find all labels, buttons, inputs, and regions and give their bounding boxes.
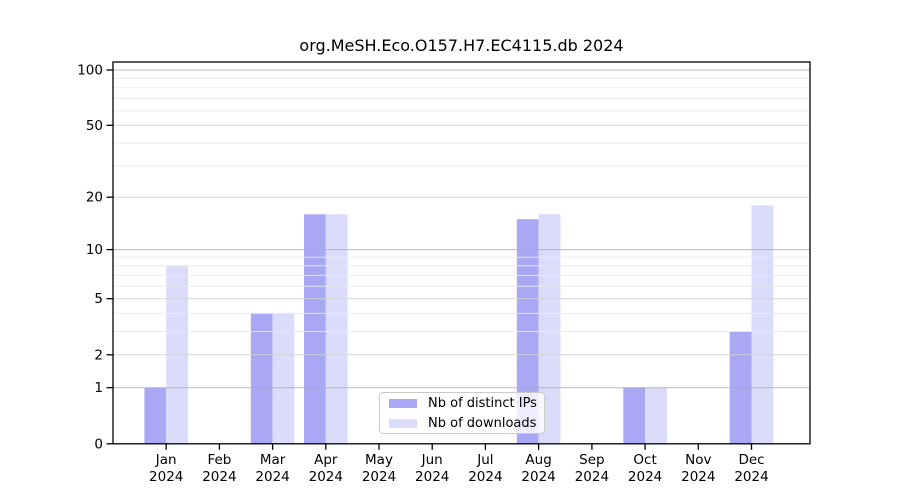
bar-distinct-ips xyxy=(250,313,273,444)
legend-item-downloads: Nb of downloads xyxy=(380,413,544,433)
bar-downloads xyxy=(645,387,667,444)
bar-distinct-ips xyxy=(623,387,646,444)
y-tick-label: 2 xyxy=(94,347,103,363)
x-tick-label: Jul 2024 xyxy=(468,452,502,485)
legend-label-distinct-ips: Nb of distinct IPs xyxy=(428,395,537,411)
bar-distinct-ips xyxy=(144,387,167,444)
x-tick-label: Apr 2024 xyxy=(309,452,343,485)
x-tick-label: Aug 2024 xyxy=(521,452,555,485)
bar-downloads xyxy=(272,313,295,444)
y-tick-label: 5 xyxy=(94,291,103,307)
y-tick-label: 1 xyxy=(94,380,103,396)
legend-item-distinct-ips: Nb of distinct IPs xyxy=(380,393,544,413)
x-tick-label: Oct 2024 xyxy=(628,452,662,485)
x-tick-label: Feb 2024 xyxy=(202,452,236,485)
legend-swatch-distinct-ips xyxy=(389,398,417,408)
x-tick-label: Sep 2024 xyxy=(575,452,609,485)
x-tick-label: Jan 2024 xyxy=(149,452,183,485)
legend-swatch-downloads xyxy=(389,418,417,428)
x-tick-label: Dec 2024 xyxy=(734,452,768,485)
bar-downloads xyxy=(751,205,774,444)
y-tick-label: 10 xyxy=(86,242,103,258)
y-tick-label: 50 xyxy=(86,118,103,134)
legend: Nb of distinct IPs Nb of downloads xyxy=(379,392,545,434)
chart-title: org.MeSH.Eco.O157.H7.EC4115.db 2024 xyxy=(299,36,624,55)
y-tick-label: 20 xyxy=(86,190,103,206)
legend-label-downloads: Nb of downloads xyxy=(428,415,537,431)
bar-downloads xyxy=(325,214,348,444)
x-tick-label: Nov 2024 xyxy=(681,452,715,485)
x-tick-label: Mar 2024 xyxy=(255,452,289,485)
x-tick-label: May 2024 xyxy=(362,452,396,485)
bar-distinct-ips xyxy=(304,214,326,444)
bar-downloads xyxy=(538,214,561,444)
y-tick-label: 100 xyxy=(77,63,103,79)
x-tick-label: Jun 2024 xyxy=(415,452,449,485)
y-tick-label: 0 xyxy=(94,436,103,452)
plot-border xyxy=(112,61,811,445)
